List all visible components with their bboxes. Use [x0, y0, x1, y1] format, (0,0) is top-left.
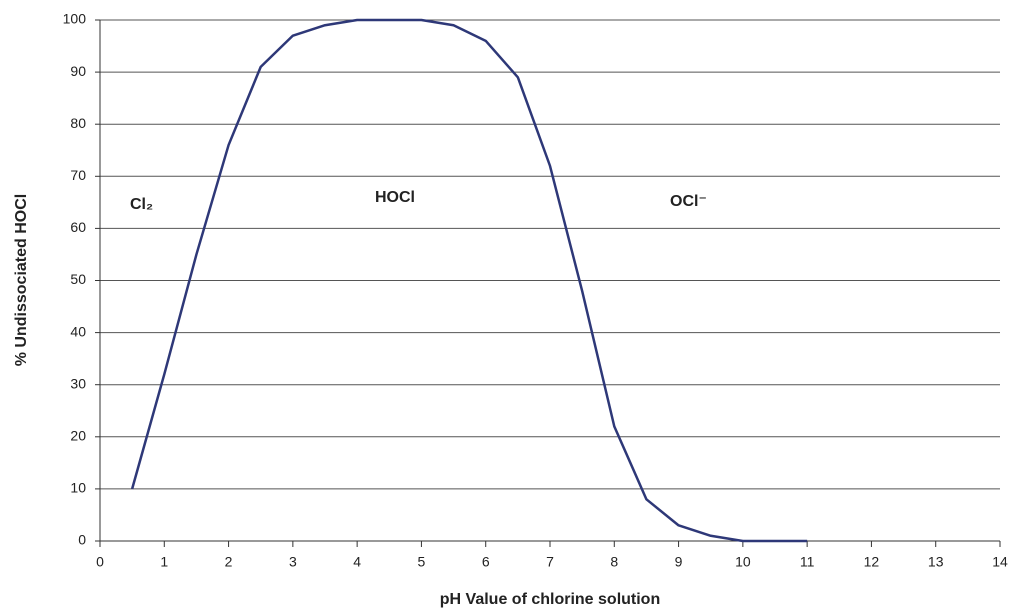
y-tick-label: 20	[70, 428, 86, 444]
y-tick-label: 50	[70, 271, 86, 287]
chart: pH Value of chlorine solution % Undissoc…	[0, 0, 1015, 611]
x-axis-label: pH Value of chlorine solution	[440, 591, 660, 608]
x-tick-label: 8	[610, 554, 618, 570]
annotation: Cl₂	[130, 196, 153, 213]
x-tick-label: 5	[418, 554, 426, 570]
x-tick-label: 1	[160, 554, 168, 570]
x-tick-label: 13	[928, 554, 944, 570]
x-tick-label: 10	[735, 554, 751, 570]
annotation: OCl⁻	[670, 193, 707, 210]
annotation: HOCl	[375, 189, 415, 206]
x-tick-label: 4	[353, 554, 361, 570]
x-tick-label: 7	[546, 554, 554, 570]
y-tick-label: 30	[70, 375, 86, 391]
y-tick-label: 0	[78, 532, 86, 548]
x-tick-label: 9	[675, 554, 683, 570]
x-tick-label: 11	[800, 554, 815, 570]
x-tick-label: 2	[225, 554, 233, 570]
y-tick-label: 80	[70, 115, 86, 131]
y-tick-label: 40	[70, 323, 86, 339]
y-tick-label: 90	[70, 63, 86, 79]
y-axis-label: % Undissociated HOCl	[13, 194, 30, 366]
x-tick-label: 3	[289, 554, 297, 570]
y-tick-label: 70	[70, 167, 86, 183]
x-tick-label: 12	[864, 554, 880, 570]
y-tick-label: 60	[70, 219, 86, 235]
x-tick-label: 14	[992, 554, 1008, 570]
y-tick-label: 10	[70, 480, 86, 496]
y-tick-label: 100	[63, 11, 87, 27]
x-tick-label: 0	[96, 554, 104, 570]
x-tick-label: 6	[482, 554, 490, 570]
